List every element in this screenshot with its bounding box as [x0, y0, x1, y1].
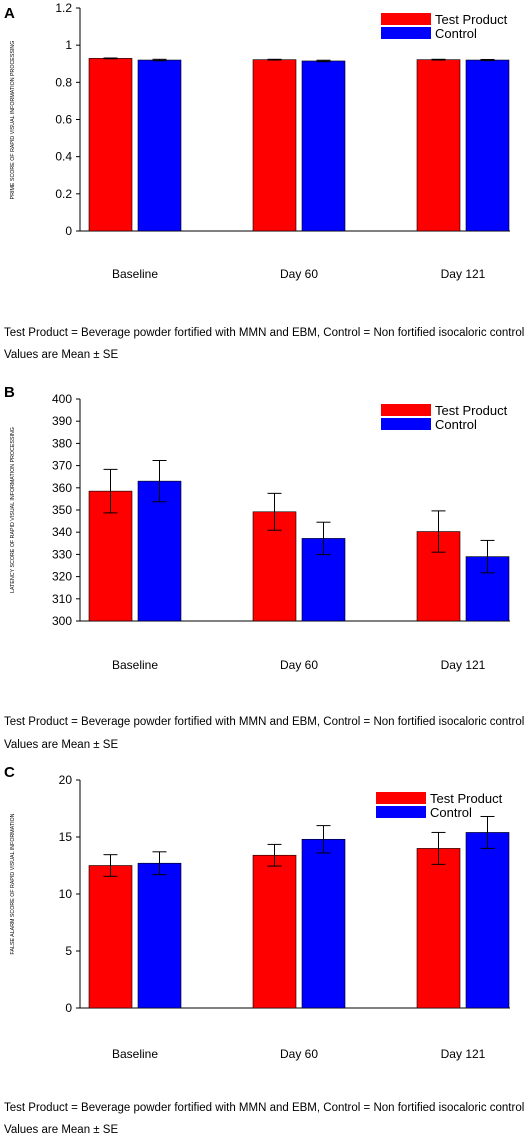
chart-a-bar-test-product: [416, 59, 461, 232]
chart-c-y-tick-label: 15: [59, 830, 73, 844]
chart-panel-c: C FALSE ALARM SCORE OF RAPID VISUAL INFOR…: [0, 760, 527, 1140]
chart-a-legend-swatch-control: [381, 27, 431, 39]
chart-c-y-axis-label: FALSE ALARM SCORE OF RAPID VISUAL INFORM…: [10, 813, 16, 954]
chart-b-y-tick-label: 330: [52, 547, 72, 561]
caption-a-line1: Test Product = Beverage powder fortified…: [4, 327, 525, 339]
chart-b-y-tick-label: 310: [52, 592, 72, 606]
chart-b-panel-label: B: [4, 384, 15, 401]
chart-a-bar-control: [465, 59, 510, 232]
chart-b-category-label: Day 60: [280, 658, 318, 672]
chart-c-panel-label: C: [4, 764, 15, 781]
chart-b-y-tick-label: 350: [52, 503, 72, 517]
chart-a-y-tick-label: 0.4: [55, 150, 72, 164]
chart-a-category-label: Day 121: [441, 267, 486, 281]
chart-c-bar-test-product: [88, 865, 133, 1009]
chart-b-legend-swatch-control: [381, 418, 431, 430]
caption-c-line2: Values are Mean ± SE: [4, 1124, 119, 1136]
chart-a-bar-test-product: [88, 58, 133, 232]
chart-panel-b: B LATENCY SCORE OF RAPID VISUAL INFORMATI…: [0, 380, 527, 760]
chart-a-y-axis-label: PRIME SCORE OF RAPID VISUAL INFORMATION …: [10, 41, 16, 200]
caption-a-line2: Values are Mean ± SE: [4, 349, 119, 361]
chart-c-bar-control: [137, 862, 182, 1009]
chart-b-y-tick-label: 300: [52, 614, 72, 628]
chart-b-category-label: Baseline: [112, 658, 158, 672]
chart-a-bar-test-product: [252, 59, 297, 232]
chart-c-legend-swatch-control: [376, 806, 426, 818]
chart-c-y-tick-label: 20: [59, 773, 73, 787]
chart-c-category-label: Day 60: [280, 1047, 318, 1061]
chart-b-legend-label-control: Control: [435, 417, 477, 432]
chart-b-y-tick-label: 360: [52, 481, 72, 495]
chart-b-y-tick-label: 390: [52, 414, 72, 428]
chart-a-panel-label: A: [4, 5, 15, 22]
chart-b-legend-label-test-product: Test Product: [435, 403, 508, 418]
chart-c-bar-test-product: [416, 848, 461, 1009]
chart-c-legend-label-test-product: Test Product: [430, 791, 503, 806]
chart-b-y-tick-label: 340: [52, 525, 72, 539]
chart-a-y-tick-label: 0: [65, 224, 72, 238]
chart-b-category-label: Day 121: [441, 658, 486, 672]
chart-a-bar-control: [137, 59, 182, 232]
chart-c-bar-control: [301, 838, 346, 1009]
chart-a-category-label: Baseline: [112, 267, 158, 281]
chart-b-y-tick-label: 380: [52, 436, 72, 450]
chart-c-category-label: Day 121: [441, 1047, 486, 1061]
chart-panel-a: A PRIME SCORE OF RAPID VISUAL INFORMATION…: [0, 0, 527, 380]
chart-c-category-label: Baseline: [112, 1047, 158, 1061]
chart-a-y-tick-label: 1: [65, 38, 72, 52]
caption-b-line1: Test Product = Beverage powder fortified…: [4, 716, 525, 728]
chart-b-y-tick-label: 370: [52, 459, 72, 473]
chart-b-legend-swatch-test-product: [381, 404, 431, 416]
chart-c-y-tick-label: 0: [65, 1001, 72, 1015]
chart-a-legend-label-control: Control: [435, 26, 477, 41]
caption-c-line1: Test Product = Beverage powder fortified…: [4, 1102, 525, 1114]
chart-a-svg: A PRIME SCORE OF RAPID VISUAL INFORMATION…: [4, 1, 510, 281]
chart-a-y-tick-label: 1.2: [55, 1, 72, 15]
chart-b-bar-control: [137, 480, 182, 622]
chart-c-y-tick-label: 5: [65, 944, 72, 958]
caption-b-line2: Values are Mean ± SE: [4, 739, 119, 751]
chart-b-svg: B LATENCY SCORE OF RAPID VISUAL INFORMATI…: [4, 384, 510, 672]
chart-b-y-tick-label: 320: [52, 570, 72, 584]
chart-a-legend-swatch-test-product: [381, 13, 431, 25]
chart-c-bar-test-product: [252, 854, 297, 1009]
chart-a-y-tick-label: 0.6: [55, 113, 72, 127]
chart-b-y-tick-label: 400: [52, 392, 72, 406]
chart-c-legend-swatch-test-product: [376, 792, 426, 804]
chart-c-y-tick-label: 10: [59, 887, 73, 901]
chart-c-legend-label-control: Control: [430, 805, 472, 820]
chart-a-y-tick-label: 0.8: [55, 75, 72, 89]
chart-c-svg: C FALSE ALARM SCORE OF RAPID VISUAL INFOR…: [4, 764, 510, 1061]
chart-a-legend-label-test-product: Test Product: [435, 12, 508, 27]
chart-a-category-label: Day 60: [280, 267, 318, 281]
chart-b-y-axis-label: LATENCY SCORE OF RAPID VISUAL INFORMATIO…: [10, 427, 16, 593]
chart-a-y-tick-label: 0.2: [55, 187, 72, 201]
chart-a-bar-control: [301, 60, 346, 232]
chart-c-bar-control: [465, 832, 510, 1009]
